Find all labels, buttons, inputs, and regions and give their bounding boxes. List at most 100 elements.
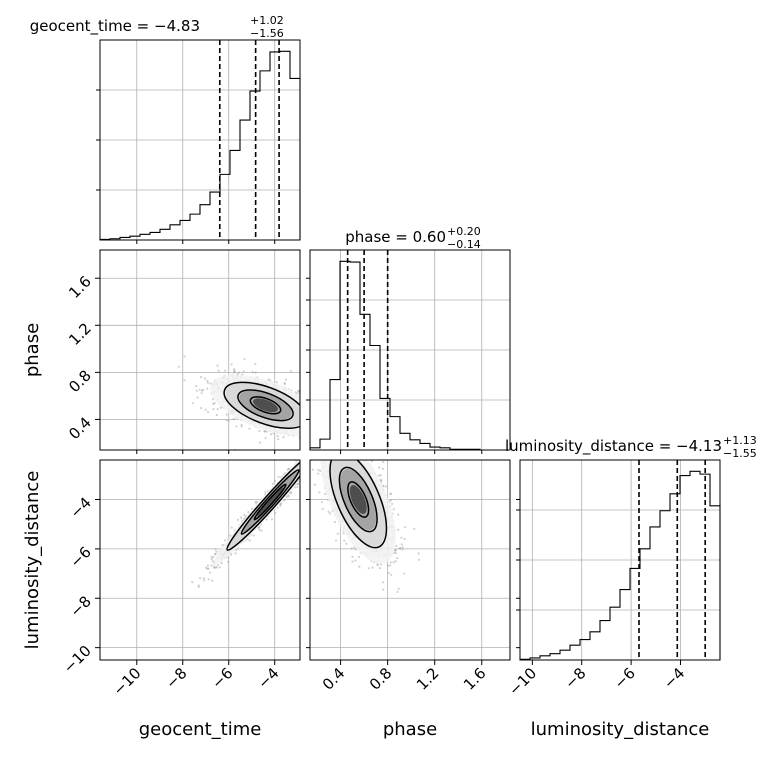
sample-point [394,560,397,563]
sample-point [254,363,257,366]
hist-panel-geocent-time [96,39,301,241]
sample-point [319,397,321,399]
sample-point [359,451,361,453]
sample-point [301,469,303,471]
sample-point [301,401,303,403]
sample-point [307,466,309,468]
sample-point [304,416,306,418]
sample-point [230,526,233,529]
title-luminosity-distance-value: luminosity_distance = −4.13 [505,437,722,456]
sample-point [224,369,227,372]
sample-point [219,406,222,409]
sample-point [283,382,286,386]
sample-point [301,461,303,463]
sample-point [387,571,390,575]
sample-point [215,566,218,569]
title-luminosity-distance: luminosity_distance = −4.13 [505,437,722,456]
sample-point [305,465,307,467]
sample-point [319,425,321,427]
hist-bar-phase-10 [410,440,420,450]
xtick-label-luminosity-distance-0: −10 [505,664,540,699]
sample-point [327,510,330,513]
sample-point [218,566,221,569]
sample-point [259,441,262,444]
sample-point [344,456,346,458]
sample-point [243,513,246,517]
sample-point [207,567,210,570]
sample-point [301,460,303,462]
title-geocent-time-value: geocent_time = −4.83 [30,17,200,36]
xtick-label-phase-0: 0.4 [319,664,349,694]
sample-point [214,548,217,551]
sample-point [323,412,325,414]
hist-bar-phase-3 [340,261,350,450]
sample-point [349,454,351,456]
ytick-label-luminosity-distance-2: −6 [66,543,94,571]
sample-point [204,566,208,569]
sample-point [264,436,267,440]
sample-point [302,470,304,472]
sample-point [177,365,180,368]
xtick-label-phase-2: 1.2 [413,664,443,694]
frame-luminosity-distance [519,459,721,661]
sample-point [342,453,344,455]
sample-point [316,452,318,454]
sample-point [348,452,350,454]
sample-point [380,479,383,482]
sample-point [316,423,318,425]
sample-point [314,415,316,417]
sample-point [359,454,361,456]
sample-point [307,416,309,418]
sample-point [314,453,316,455]
ytick-label-phase-1: 0.8 [65,366,95,396]
hist-bar-geocent-time-10 [200,205,210,240]
xlabel-geocent-time: geocent_time [139,719,262,740]
sample-point [304,466,306,468]
sample-point [344,452,346,454]
sample-point [202,388,205,391]
sample-point [307,452,309,454]
contour-2-0 [329,460,388,549]
sample-point [322,456,324,458]
sample-point [303,407,305,409]
hist-bar-phase-4 [350,262,360,450]
sample-point [303,411,305,413]
contour-2-1 [338,466,378,533]
sample-point [191,581,194,584]
hist-geocent-time [99,50,301,240]
title-luminosity-distance-plus: +1.13 [723,434,757,447]
sample-point [320,408,322,410]
sample-point [304,473,306,475]
sample-point [301,470,303,472]
sample-point [297,391,300,395]
density-level-0-3 [253,398,278,413]
sample-point [320,420,322,422]
contour-1-1 [240,469,300,535]
sample-point [305,463,307,465]
sample-point [195,389,198,392]
sample-point [251,371,254,374]
title-geocent-time: geocent_time = −4.83 [30,17,200,36]
sample-point [304,469,306,471]
sample-point [305,439,307,441]
sample-point [233,369,236,372]
sample-point [321,414,323,416]
sample-point [302,465,304,467]
sample-point [302,457,304,459]
contour-1-2 [253,483,287,521]
sample-point [235,425,238,428]
sample-point [313,397,315,399]
sample-point [320,451,322,453]
sample-point [220,562,223,565]
sample-point [322,414,324,416]
sample-point [323,430,325,432]
sample-point [394,549,397,552]
sample-point [311,451,313,453]
sample-point [306,441,308,443]
sample-point [318,419,320,421]
sample-point [303,400,305,402]
sample-point [283,381,286,385]
sample-point [306,407,308,409]
sample-point [213,402,216,405]
